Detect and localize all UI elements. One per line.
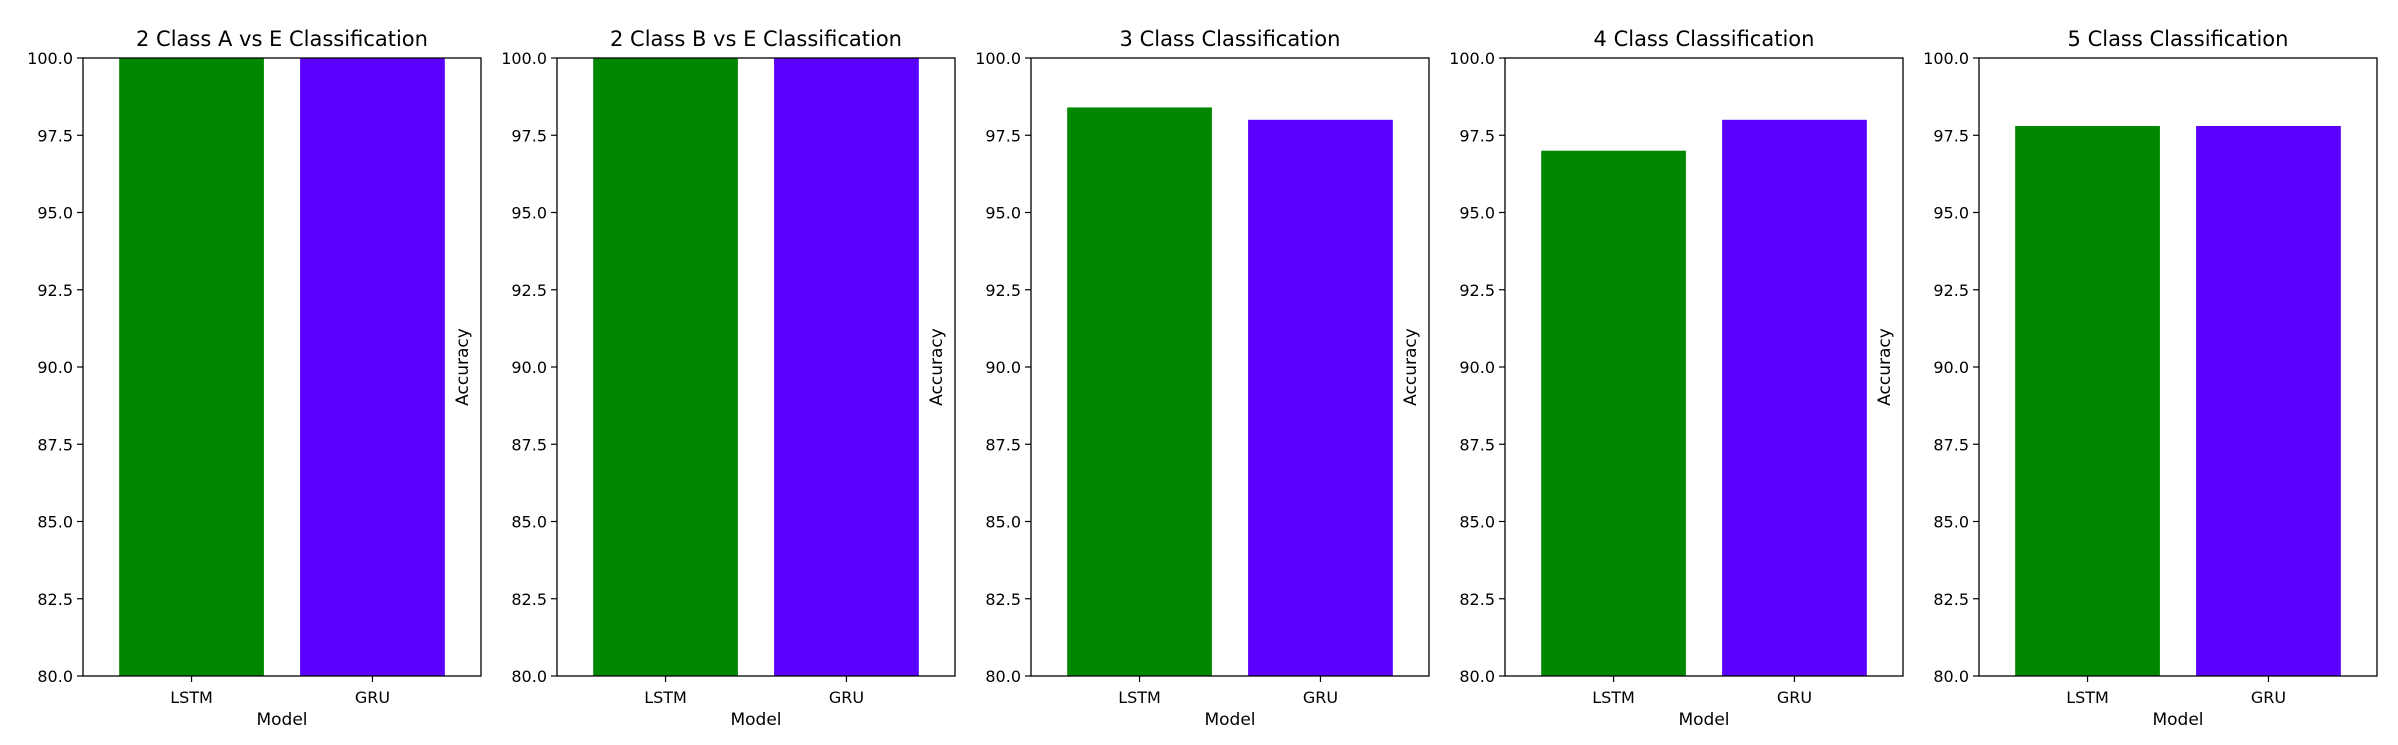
y-tick-label: 92.5 [511,281,547,300]
bar-lstm [2015,125,2160,677]
y-tick-label: 82.5 [1933,590,1969,609]
y-tick-label: 90.0 [1933,358,1969,377]
x-tick-label: LSTM [170,688,213,707]
y-tick-label: 92.5 [1459,281,1495,300]
x-tick-label: GRU [1303,688,1338,707]
y-tick-label: 85.0 [1933,513,1969,532]
y-tick-label: 80.0 [511,667,547,686]
y-tick-label: 85.0 [985,513,1021,532]
x-tick-label: LSTM [2066,688,2109,707]
y-tick-label: 95.0 [985,204,1021,223]
y-tick-label: 100.0 [975,49,1021,68]
x-axis-label: Model [1204,710,1255,730]
y-tick-label: 92.5 [1933,281,1969,300]
y-tick-label: 87.5 [1459,435,1495,454]
x-axis-label: Model [730,710,781,730]
y-tick-label: 97.5 [985,126,1021,145]
y-axis-label: Accuracy [1875,328,1895,406]
bar-gru [2196,125,2341,677]
y-tick-label: 90.0 [985,358,1021,377]
y-tick-label: 92.5 [985,281,1021,300]
y-tick-label: 97.5 [511,126,547,145]
bar-lstm [119,58,264,676]
y-tick-label: 85.0 [37,513,73,532]
y-tick-label: 100.0 [1449,49,1495,68]
y-tick-label: 82.5 [1459,590,1495,609]
y-tick-label: 90.0 [1459,358,1495,377]
y-tick-label: 80.0 [37,667,73,686]
y-tick-label: 100.0 [27,49,73,68]
chart-title: 2 Class B vs E Classification [610,27,902,51]
bar-gru [774,58,919,676]
y-tick-label: 95.0 [37,204,73,223]
y-tick-label: 97.5 [1933,126,1969,145]
chart-title: 5 Class Classification [2068,27,2289,51]
y-axis-label: Accuracy [1401,328,1421,406]
x-axis-label: Model [1678,710,1729,730]
y-tick-label: 100.0 [1923,49,1969,68]
x-tick-label: GRU [355,688,390,707]
y-tick-label: 95.0 [511,204,547,223]
y-tick-label: 85.0 [511,513,547,532]
chart-title: 4 Class Classification [1594,27,1815,51]
y-tick-label: 97.5 [1459,126,1495,145]
chart-panel: 80.0 82.5 85.0 87.5 90.0 92.5 95.0 97.5 100.0 LST… [1875,27,2378,730]
x-tick-label: LSTM [1592,688,1635,707]
y-tick-label: 80.0 [1459,667,1495,686]
y-tick-label: 82.5 [985,590,1021,609]
y-tick-label: 85.0 [1459,513,1495,532]
y-tick-label: 87.5 [511,435,547,454]
chart-panel: 80.0 82.5 85.0 87.5 90.0 92.5 95.0 97.5 100.0 LST… [1401,27,1904,730]
y-axis-label: Accuracy [927,328,947,406]
bar-lstm [1067,107,1212,676]
y-tick-label: 82.5 [511,590,547,609]
y-tick-label: 100.0 [501,49,547,68]
y-tick-label: 80.0 [1933,667,1969,686]
y-tick-label: 87.5 [985,435,1021,454]
x-tick-label: GRU [829,688,864,707]
y-tick-label: 97.5 [37,126,73,145]
chart-panel: 80.0 82.5 85.0 87.5 90.0 92.5 95.0 97.5 100.0 LST… [453,27,956,730]
y-axis-label: Accuracy [453,328,473,406]
chart-title: 3 Class Classification [1120,27,1341,51]
y-tick-label: 90.0 [37,358,73,377]
x-axis-label: Model [2152,710,2203,730]
chart-panel: 80.0 82.5 85.0 87.5 90.0 92.5 95.0 97.5 100.0 LST… [927,27,1430,730]
y-tick-label: 82.5 [37,590,73,609]
bar-gru [300,58,445,676]
y-tick-label: 92.5 [37,281,73,300]
x-tick-label: GRU [1777,688,1812,707]
y-tick-label: 95.0 [1933,204,1969,223]
y-tick-label: 95.0 [1459,204,1495,223]
bar-gru [1722,119,1867,677]
bar-lstm [593,58,738,676]
x-tick-label: LSTM [1118,688,1161,707]
chart-title: 2 Class A vs E Classification [136,27,428,51]
y-tick-label: 80.0 [985,667,1021,686]
bar-lstm [1541,150,1686,676]
x-tick-label: GRU [2251,688,2286,707]
chart-panel: 80.0 82.5 85.0 87.5 90.0 92.5 95.0 97.5 100.0 LST… [27,27,482,730]
bar-gru [1248,119,1393,677]
y-tick-label: 87.5 [1933,435,1969,454]
x-axis-label: Model [256,710,307,730]
y-tick-label: 90.0 [511,358,547,377]
x-tick-label: LSTM [644,688,687,707]
y-tick-label: 87.5 [37,435,73,454]
